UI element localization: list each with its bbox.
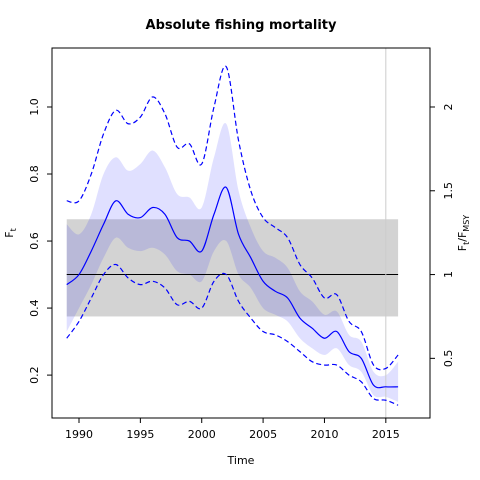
y2-tick-label: 1 (442, 271, 455, 278)
confidence-band (66, 122, 399, 402)
y-axis-label: Ft (3, 228, 18, 237)
y2-tick-label: 2 (442, 103, 455, 110)
x-tick-label: 2010 (310, 428, 338, 441)
y-label-main: F (3, 231, 16, 237)
lower-line (66, 263, 399, 406)
y-tick-label: 0.2 (28, 366, 41, 384)
y2-tick-label: 0.5 (442, 350, 455, 368)
chart-title: Absolute fishing mortality (146, 18, 337, 33)
y2-tick-label: 1.5 (442, 182, 455, 200)
y-tick-label: 1.0 (28, 98, 41, 116)
plot-frame (51, 47, 431, 419)
x-tick-label: 2005 (249, 428, 277, 441)
y2-axis-label: Ft/FMSY (456, 215, 471, 251)
y-tick-label: 0.4 (28, 299, 41, 317)
y2-label-sub: t (462, 242, 471, 245)
x-tick-label: 2000 (188, 428, 216, 441)
median-line (66, 186, 399, 389)
x-axis-label: Time (227, 454, 255, 467)
x-tick-label: 1995 (126, 428, 154, 441)
y2-label-main: F (456, 245, 469, 251)
y2-label-mid: /F (456, 232, 469, 242)
x-tick-label: 1990 (65, 428, 93, 441)
y-tick-label: 0.6 (28, 232, 41, 250)
upper-line (66, 65, 399, 371)
x-tick-label: 2015 (372, 428, 400, 441)
y-label-sub: t (9, 228, 18, 231)
y-tick-label: 0.8 (28, 165, 41, 183)
y2-label-sub2: MSY (462, 215, 471, 232)
reference-band (66, 219, 399, 317)
